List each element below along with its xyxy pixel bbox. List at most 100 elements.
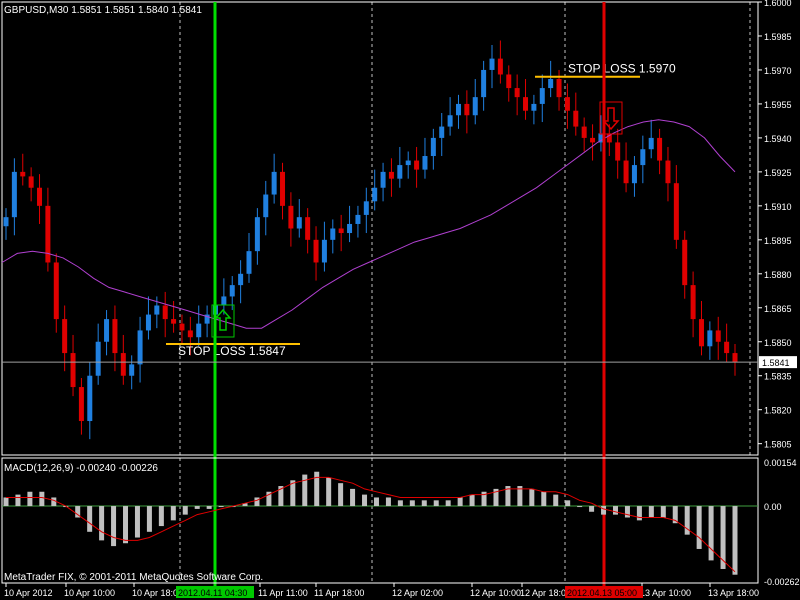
macd-histogram-bar xyxy=(314,471,320,507)
price-tick-label: 1.5805 xyxy=(764,440,792,450)
candle-body xyxy=(489,58,495,70)
candle-body xyxy=(112,319,118,354)
candle-body xyxy=(514,88,520,98)
macd-histogram-bar xyxy=(457,497,463,507)
candle-body xyxy=(296,217,302,229)
macd-border xyxy=(1,457,759,584)
candle-body xyxy=(414,160,420,170)
candle-body xyxy=(28,176,34,188)
candle-body xyxy=(506,74,512,89)
down-arrow-icon xyxy=(602,107,620,131)
candle-body xyxy=(388,171,394,179)
candle-body xyxy=(707,330,713,347)
candle-body xyxy=(657,137,663,161)
candle-body xyxy=(104,319,110,342)
candle-body xyxy=(70,353,76,388)
macd-histogram-bar xyxy=(326,477,332,507)
candle-body xyxy=(20,171,26,177)
candle-body xyxy=(673,183,679,240)
candle-body xyxy=(263,194,269,218)
candle-body xyxy=(221,296,227,306)
candle-body xyxy=(715,330,721,342)
macd-histogram-bar xyxy=(373,497,379,507)
time-highlight-label: 2012.04.11 04:30 xyxy=(178,588,247,598)
main-chart-border xyxy=(1,1,759,456)
candle-body xyxy=(330,228,336,240)
price-tick-label: 1.5865 xyxy=(764,304,792,314)
candle-body xyxy=(238,273,244,286)
price-tick-label: 1.5955 xyxy=(764,100,792,110)
candle-body xyxy=(372,187,378,202)
candle-body xyxy=(430,137,436,157)
candle-body xyxy=(648,137,654,150)
time-axis: 10 Apr 2012 10 Apr 10:00 10 Apr 18:00 11 Ap… xyxy=(4,583,759,598)
time-highlight-box xyxy=(176,586,254,598)
candle-body xyxy=(631,165,637,184)
candle-body xyxy=(120,353,126,376)
macd-histogram-bar xyxy=(290,480,296,507)
candle-body xyxy=(171,319,177,324)
candle-body xyxy=(539,88,545,104)
time-label: 12 Apr 10:00 xyxy=(470,588,521,598)
time-label: 13 Apr 18:00 xyxy=(708,588,759,598)
macd-histogram-bar xyxy=(15,494,21,507)
time-label: 11 Apr 18:00 xyxy=(314,588,364,598)
candle-body xyxy=(271,171,277,195)
macd-histogram-bar xyxy=(385,497,391,507)
chart-header: GBPUSD,M30 1.5851 1.5851 1.5840 1.5841 xyxy=(4,5,202,16)
macd-histogram-bar xyxy=(421,500,427,507)
price-tick-label: 1.5835 xyxy=(764,372,792,382)
time-highlight-box xyxy=(565,586,643,598)
candle-body xyxy=(355,214,361,224)
candle-body xyxy=(3,217,9,227)
time-label: 10 Apr 10:00 xyxy=(64,588,115,598)
candle-body xyxy=(204,314,210,324)
macd-histogram-bar xyxy=(684,506,690,535)
main-grid xyxy=(179,2,751,583)
macd-histogram-bar xyxy=(3,497,9,507)
candle-body xyxy=(347,223,353,234)
macd-histogram-bar xyxy=(302,474,308,507)
candle-body xyxy=(606,133,612,143)
candle-body xyxy=(53,262,59,320)
candle-body xyxy=(162,305,168,320)
macd-histogram-bar xyxy=(362,494,368,507)
candle-body xyxy=(363,201,369,215)
macd-histogram-bar xyxy=(648,506,654,518)
macd-histogram-bar xyxy=(672,506,678,524)
macd-histogram-bar xyxy=(266,491,272,507)
candle-body xyxy=(556,79,562,98)
candle-body xyxy=(447,115,453,127)
macd-histogram-bar xyxy=(123,506,129,544)
time-label: 11 Apr 11:00 xyxy=(258,588,308,598)
candle-body xyxy=(690,285,696,320)
macd-histogram-bar xyxy=(708,506,714,561)
candle-body xyxy=(78,387,84,422)
macd-histogram-bar xyxy=(469,494,475,507)
stop-loss-label: STOP LOSS 1.5847 xyxy=(178,344,286,358)
signal-lines xyxy=(213,2,606,587)
macd-histogram-bar xyxy=(39,491,45,507)
macd-histogram-bar xyxy=(99,506,105,541)
price-tick-label: 1.5910 xyxy=(764,202,792,212)
candle-body xyxy=(682,239,688,286)
candle-body xyxy=(380,171,386,188)
candle-body xyxy=(37,187,43,206)
up-arrow-icon xyxy=(214,308,232,331)
price-axis: 1.6000 1.5985 1.5970 1.5955 1.5940 1.5925 1.59… xyxy=(2,0,797,450)
candle-body xyxy=(548,79,554,89)
candle-body xyxy=(397,165,403,179)
macd-histogram-bar xyxy=(51,497,57,507)
time-highlight-label: 2012.04.13 05:00 xyxy=(567,588,637,598)
buy-marker-box xyxy=(211,304,235,338)
macd-histogram-bar xyxy=(350,488,356,507)
candle-body xyxy=(254,217,260,252)
candlesticks xyxy=(3,40,738,440)
candle-body xyxy=(573,110,579,127)
candle-body xyxy=(422,156,428,170)
candle-body xyxy=(145,314,151,331)
macd-histogram-bar xyxy=(636,506,642,521)
macd-histogram-bar xyxy=(589,506,595,512)
candle-body xyxy=(472,97,478,116)
macd-histogram-bar xyxy=(445,500,451,507)
